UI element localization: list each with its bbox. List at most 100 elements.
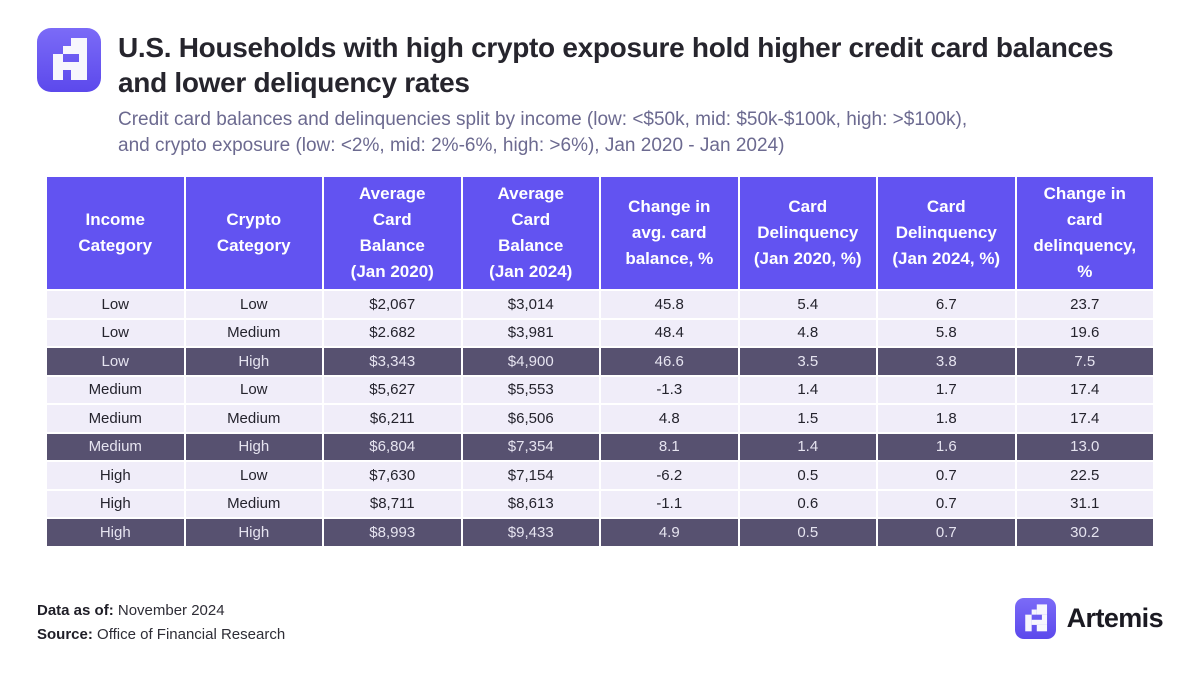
table-cell: Medium: [45, 374, 186, 405]
source-line: Source: Office of Financial Research: [37, 623, 285, 647]
source-label: Source:: [37, 625, 93, 643]
table-header-row: Income Category Crypto Category Average Ca…: [45, 175, 1155, 291]
table-cell: $7,630: [322, 460, 463, 491]
table-cell: $7,154: [460, 460, 601, 491]
table-cell: $3,981: [460, 317, 601, 348]
table-cell: 0.5: [737, 460, 878, 491]
table-cell: 7.5: [1014, 346, 1155, 377]
table-cell: Low: [183, 374, 324, 405]
data-table: Income Category Crypto Category Average Ca…: [45, 175, 1155, 548]
table-cell: Medium: [183, 317, 324, 348]
table-row: Low Medium $2.682 $3,981 48.4 4.8 5.8 19.6: [45, 317, 1155, 348]
table-cell: $8,613: [460, 488, 601, 519]
column-header: Card Delinquency (Jan 2020, %): [737, 175, 878, 291]
table-cell: Low: [45, 317, 186, 348]
table-cell: $5,553: [460, 374, 601, 405]
table-cell: $4,900: [460, 346, 601, 377]
page-title: U.S. Households with high crypto exposur…: [118, 28, 1163, 100]
table-cell: High: [45, 488, 186, 519]
table-cell: -1.1: [599, 488, 740, 519]
table-cell: 23.7: [1014, 289, 1155, 320]
table-cell: Low: [45, 289, 186, 320]
table-cell: 17.4: [1014, 374, 1155, 405]
table-cell: 5.8: [876, 317, 1017, 348]
table-cell: 1.5: [737, 403, 878, 434]
table-cell: 0.7: [876, 460, 1017, 491]
table-cell: 46.6: [599, 346, 740, 377]
table-row: Medium Medium $6,211 $6,506 4.8 1.5 1.8 17.4: [45, 403, 1155, 434]
table-cell: 1.7: [876, 374, 1017, 405]
table-body: Low Low $2,067 $3,014 45.8 5.4 6.7 23.7 Low Mediu…: [45, 289, 1155, 548]
table-cell: 0.7: [876, 517, 1017, 548]
data-as-of-value: November 2024: [117, 602, 225, 619]
table-cell: 1.8: [876, 403, 1017, 434]
table-cell: $8,711: [322, 488, 463, 519]
page-subtitle-line2: and crypto exposure (low: <2%, mid: 2%-6…: [118, 135, 785, 156]
table-row: High Low $7,630 $7,154 -6.2 0.5 0.7 22.5: [45, 460, 1155, 491]
column-header: Average Card Balance (Jan 2020): [322, 175, 463, 291]
column-header: Crypto Category: [183, 175, 324, 291]
table-cell: 4.9: [599, 517, 740, 548]
table-cell: 8.1: [599, 431, 740, 462]
table-cell: 1.6: [876, 431, 1017, 462]
table-cell: -1.3: [599, 374, 740, 405]
table-row: Low Low $2,067 $3,014 45.8 5.4 6.7 23.7: [45, 289, 1155, 320]
table-cell: 6.7: [876, 289, 1017, 320]
table-cell: 45.8: [599, 289, 740, 320]
table-cell: $6,804: [322, 431, 463, 462]
column-header: Change in avg. card balance, %: [599, 175, 740, 291]
table-cell: Low: [45, 346, 186, 377]
table-cell: $5,627: [322, 374, 463, 405]
column-header: Card Delinquency (Jan 2024, %): [876, 175, 1017, 291]
page-title-line2: and lower deliquency rates: [118, 67, 470, 98]
data-as-of-label: Data as of:: [37, 602, 114, 619]
table-cell: High: [183, 517, 324, 548]
table-cell: 48.4: [599, 317, 740, 348]
table-header: Income Category Crypto Category Average Ca…: [45, 175, 1155, 291]
column-header: Income Category: [45, 175, 186, 291]
table-cell: $2,067: [322, 289, 463, 320]
table-row: High High $8,993 $9,433 4.9 0.5 0.7 30.2: [45, 517, 1155, 548]
page-title-line1: U.S. Households with high crypto exposur…: [118, 32, 1114, 63]
source-value: Office of Financial Research: [97, 625, 286, 643]
column-header: Change in card delinquency, %: [1014, 175, 1155, 291]
page-subtitle: Credit card balances and delinquencies s…: [118, 107, 1163, 159]
titles-block: U.S. Households with high crypto exposur…: [118, 28, 1163, 159]
table-cell: 5.4: [737, 289, 878, 320]
data-as-of-line: Data as of: November 2024: [37, 599, 285, 623]
table-row: High Medium $8,711 $8,613 -1.1 0.6 0.7 31.1: [45, 488, 1155, 519]
table-cell: 19.6: [1014, 317, 1155, 348]
table-cell: High: [183, 346, 324, 377]
table-cell: $6,506: [460, 403, 601, 434]
column-header: Average Card Balance (Jan 2024): [460, 175, 601, 291]
table-cell: High: [45, 460, 186, 491]
table-cell: $3,343: [322, 346, 463, 377]
table-cell: 30.2: [1014, 517, 1155, 548]
table-row: Medium High $6,804 $7,354 8.1 1.4 1.6 13.0: [45, 431, 1155, 462]
artemis-logo-icon: [37, 28, 101, 92]
table-cell: Low: [183, 460, 324, 491]
table-cell: 13.0: [1014, 431, 1155, 462]
table-cell: $3,014: [460, 289, 601, 320]
table-row: Low High $3,343 $4,900 46.6 3.5 3.8 7.5: [45, 346, 1155, 377]
table-cell: 1.4: [737, 374, 878, 405]
table-row: Medium Low $5,627 $5,553 -1.3 1.4 1.7 17.4: [45, 374, 1155, 405]
table-cell: -6.2: [599, 460, 740, 491]
table-cell: 4.8: [737, 317, 878, 348]
table-cell: 22.5: [1014, 460, 1155, 491]
footnotes: Data as of: November 2024 Source: Office…: [37, 599, 285, 646]
table-cell: High: [183, 431, 324, 462]
page-subtitle-line1: Credit card balances and delinquencies s…: [118, 109, 968, 130]
table-cell: Medium: [183, 488, 324, 519]
table-cell: $6,211: [322, 403, 463, 434]
table-cell: 0.6: [737, 488, 878, 519]
table-cell: High: [45, 517, 186, 548]
table-cell: $2.682: [322, 317, 463, 348]
table-cell: 31.1: [1014, 488, 1155, 519]
table-cell: 17.4: [1014, 403, 1155, 434]
table-cell: 4.8: [599, 403, 740, 434]
table-cell: 0.5: [737, 517, 878, 548]
table-cell: Medium: [45, 403, 186, 434]
table-cell: Medium: [45, 431, 186, 462]
